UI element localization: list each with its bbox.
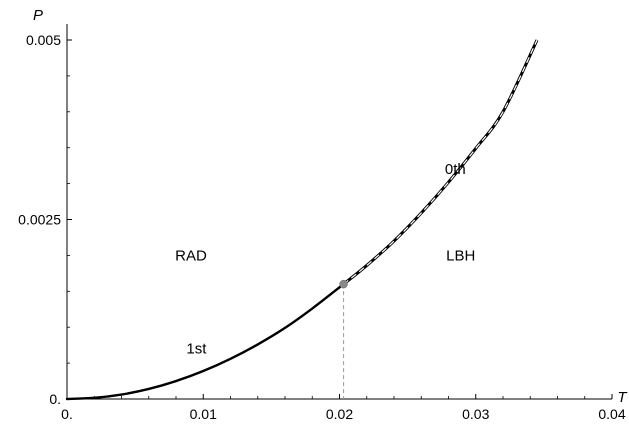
y-tick-label: 0.0025 [18, 212, 61, 228]
x-tick-label: 0.04 [598, 406, 625, 422]
y-axis-label: P [33, 7, 43, 24]
x-axis-label: T [617, 389, 628, 406]
x-tick-label: 0.03 [462, 406, 489, 422]
y-tick-label: 0.005 [26, 32, 61, 48]
y-tick-label: 0. [49, 391, 61, 407]
annotation-label: 1st [186, 341, 207, 358]
x-tick-label: 0. [61, 406, 73, 422]
annotation-label: 0th [445, 161, 466, 178]
coexistence-curve-first-order [65, 282, 345, 401]
x-tick-label: 0.02 [326, 406, 353, 422]
x-tick-label: 0.01 [190, 406, 217, 422]
axes [66, 24, 612, 400]
annotation-label: RAD [175, 247, 207, 264]
series-layer [65, 39, 539, 401]
y-ticks: 0. 0.0025 0.005 [18, 32, 72, 407]
annotation-layer: RAD LBH 0th 1st [175, 161, 475, 357]
x-ticks: 0. 0.01 0.02 0.03 0.04 [61, 394, 626, 422]
critical-point-marker [339, 279, 348, 289]
coexistence-curve-zeroth-order-dash [343, 39, 538, 285]
coexistence-curve-zeroth-order-outline [342, 39, 539, 286]
annotation-label: LBH [446, 247, 475, 264]
